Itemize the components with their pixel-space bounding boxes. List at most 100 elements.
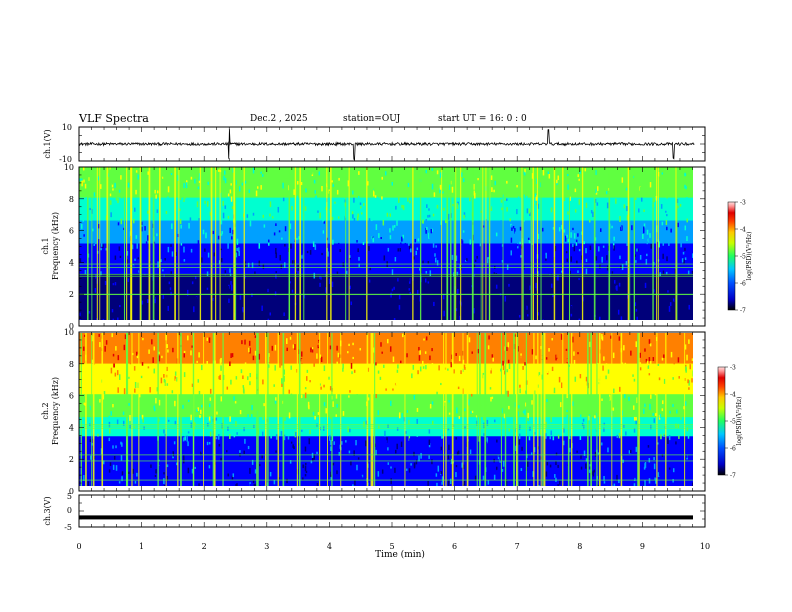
spectrogram-speckle — [458, 479, 460, 485]
spectrogram-speckle — [204, 200, 206, 204]
spectrogram-speckle — [493, 419, 496, 423]
colorbar-tick-label: -4 — [730, 392, 736, 399]
spectrogram-speckle — [194, 276, 197, 280]
spectrogram-speckle — [302, 388, 304, 392]
spectrogram-speckle — [566, 392, 568, 399]
spectrogram-speckle — [129, 424, 131, 429]
spectrogram-speckle — [596, 233, 598, 237]
spectrogram-speckle — [524, 306, 527, 311]
spectrogram-speckle — [286, 338, 288, 344]
spectrogram-speckle — [111, 183, 114, 188]
spectrogram-speckle — [515, 485, 517, 486]
spectrogram-speckle — [126, 250, 129, 256]
spectrogram-speckle — [317, 344, 320, 349]
spectrogram-speckle — [209, 226, 212, 231]
spectrogram-speckle — [201, 404, 203, 408]
spectrogram-speckle — [442, 293, 445, 300]
spectrogram-speckle — [324, 174, 327, 179]
spectrogram-speckle — [191, 299, 194, 304]
spectrogram-streak — [91, 167, 93, 320]
spectrogram-speckle — [347, 351, 349, 354]
spectrogram-speckle — [563, 462, 566, 468]
spectrogram-speckle — [231, 236, 233, 240]
spectrogram-speckle — [247, 445, 250, 450]
spectrogram-speckle — [229, 189, 232, 194]
spectrogram-speckle — [351, 474, 353, 478]
spectrogram-speckle — [147, 366, 150, 369]
spectrogram-speckle — [151, 447, 154, 453]
spectrogram-speckle — [179, 197, 182, 200]
spectrogram-streak — [571, 333, 573, 486]
spectrogram-speckle — [274, 291, 277, 296]
spectrogram-speckle — [447, 454, 450, 460]
spectrogram-speckle — [417, 370, 419, 375]
spectrogram-speckle — [390, 379, 392, 382]
spectrogram-speckle — [253, 484, 256, 486]
spectrogram-speckle — [488, 418, 491, 422]
spectrogram-speckle — [187, 441, 189, 447]
spectrogram-speckle — [503, 284, 505, 291]
spectrogram-speckle — [241, 307, 244, 311]
spectrogram-speckle — [507, 359, 510, 364]
spectrogram-speckle — [395, 348, 397, 354]
spectrogram-speckle — [562, 338, 565, 342]
spectrogram-speckle — [669, 347, 672, 352]
spectrogram-speckle — [236, 238, 239, 245]
spectrogram-speckle — [413, 451, 415, 457]
spectrogram-speckle — [328, 305, 331, 309]
spectrogram-speckle — [678, 435, 680, 439]
spectrogram-speckle — [413, 462, 416, 469]
spectrogram-speckle — [397, 446, 400, 453]
spectrogram-streak — [282, 333, 285, 486]
spectrogram-streak — [86, 167, 89, 320]
spectrogram-speckle — [255, 190, 258, 197]
spectrogram-speckle — [228, 453, 230, 458]
spectrogram-speckle — [615, 307, 617, 310]
spectrogram-speckle — [690, 451, 693, 456]
spectrogram-speckle — [610, 281, 613, 286]
spectrogram-speckle — [172, 484, 174, 486]
spectrogram-speckle — [583, 264, 585, 270]
spectrogram-speckle — [414, 343, 416, 349]
spectrogram-speckle — [648, 239, 650, 242]
spectrogram-speckle — [501, 207, 503, 211]
spectrogram-speckle — [616, 474, 618, 481]
spectrogram-speckle — [336, 293, 339, 298]
spectrogram-speckle — [206, 287, 209, 290]
spectrogram-speckle — [372, 237, 375, 243]
spectrogram-speckle — [688, 480, 691, 483]
spectrogram-speckle — [369, 267, 372, 271]
spectrogram-speckle — [427, 205, 430, 209]
spectrogram-speckle — [552, 294, 554, 298]
spectrogram-speckle — [518, 314, 521, 318]
spectrogram-speckle — [542, 178, 545, 183]
spectrogram-speckle — [188, 222, 190, 229]
freq-tick-label: 8 — [69, 195, 74, 204]
spectrogram-speckle — [89, 305, 92, 309]
spectrogram-speckle — [519, 241, 521, 245]
spectrogram-speckle — [607, 369, 610, 374]
spectrogram-band — [79, 432, 693, 437]
spectrogram-speckle — [439, 172, 442, 178]
spectrogram-speckle — [512, 220, 515, 224]
spectrogram-speckle — [166, 475, 169, 482]
spectrogram-speckle — [384, 301, 386, 305]
spectrogram-band — [79, 224, 693, 229]
spectrogram-speckle — [93, 243, 95, 246]
spectrogram-speckle — [578, 198, 581, 205]
spectrogram-speckle — [81, 297, 84, 303]
spectrogram-speckle — [347, 180, 350, 187]
spectrogram-speckle — [605, 375, 607, 380]
spectrogram-speckle — [687, 379, 689, 384]
spectrogram-speckle — [613, 182, 616, 187]
spectrogram-speckle — [206, 337, 209, 341]
spectrogram-speckle — [691, 378, 693, 383]
spectrogram-speckle — [570, 232, 572, 238]
spectrogram-speckle — [394, 268, 397, 273]
spectrogram-speckle — [183, 457, 185, 464]
spectrogram-speckle — [358, 256, 360, 261]
spectrogram-band — [79, 474, 693, 479]
spectrogram-speckle — [175, 472, 178, 478]
spectrogram-speckle — [242, 335, 245, 341]
spectrogram-speckle — [116, 208, 119, 214]
